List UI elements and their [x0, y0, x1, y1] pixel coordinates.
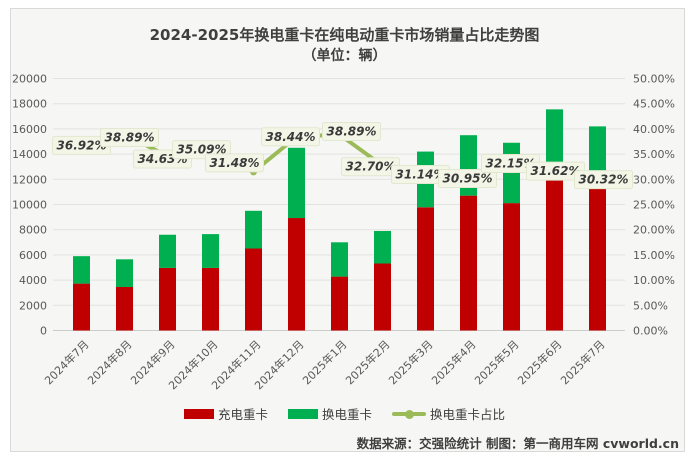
bar-charging-truck — [460, 195, 477, 331]
legend-label-swap-truck: 换电重卡 — [321, 407, 372, 422]
legend-label-swap-ratio: 换电重卡占比 — [430, 407, 506, 422]
bar-swap-truck — [245, 210, 262, 249]
x-axis-label: 2025年7月 — [557, 337, 607, 387]
bar-swap-truck — [331, 242, 348, 277]
y-axis-tick-label: 4000 — [19, 274, 47, 287]
bar-swap-truck — [374, 230, 391, 264]
y-axis-tick-label: 0 — [40, 325, 47, 338]
bar-swap-truck — [73, 256, 90, 284]
ratio-label-box — [574, 170, 633, 190]
y-axis-tick-label: 16000 — [12, 123, 47, 136]
y-axis-tick-label: 14000 — [12, 148, 47, 161]
pct-axis-tick-label: 5.00% — [633, 299, 668, 312]
pct-axis-tick-label: 15.00% — [633, 249, 675, 262]
ratio-label: 36.92% — [57, 138, 107, 152]
source-note: 数据来源：交强险统计 制图：第一商用车网 cvworld.cn — [356, 436, 679, 451]
pct-axis-tick-label: 50.00% — [633, 73, 675, 86]
chart-title: 2024-2025年换电重卡在纯电动重卡市场销量占比走势图 — [149, 26, 540, 44]
swap-ratio-marker-glyph — [405, 409, 414, 419]
bar-charging-truck — [374, 263, 391, 331]
pct-axis-tick-label: 40.00% — [633, 123, 675, 136]
bar-charging-truck — [73, 283, 90, 331]
ratio-label: 32.15% — [486, 156, 536, 170]
x-axis-label: 2024年8月 — [84, 337, 134, 387]
bar-swap-truck — [202, 234, 219, 268]
legend: 充电重卡 换电重卡 换电重卡占比 — [0, 404, 689, 423]
y-axis-tick-label: 2000 — [19, 299, 47, 312]
y-axis-tick-label: 6000 — [19, 249, 47, 262]
x-axis-label: 2025年3月 — [385, 337, 435, 387]
y-axis-tick-label: 10000 — [12, 199, 47, 212]
bar-charging-truck — [503, 203, 520, 331]
ratio-label-box — [322, 121, 381, 141]
chart-subtitle: （单位：辆） — [302, 48, 387, 64]
bar-charging-truck — [546, 179, 563, 331]
legend-item-swap-truck: 换电重卡 — [287, 404, 372, 423]
x-axis-label: 2025年4月 — [428, 337, 478, 387]
bar-swap-truck — [288, 147, 305, 219]
y-axis-tick-label: 8000 — [19, 224, 47, 237]
bar-charging-truck — [159, 267, 176, 331]
bar-charging-truck — [245, 248, 262, 331]
ratio-label: 31.62% — [531, 164, 581, 178]
legend-item-swap-ratio: 换电重卡占比 — [392, 404, 505, 423]
bar-charging-truck — [331, 276, 348, 331]
y-axis-tick-label: 18000 — [12, 98, 47, 111]
ratio-label: 31.48% — [210, 156, 260, 170]
ratio-label-box — [438, 169, 497, 189]
x-axis-label: 2025年1月 — [299, 337, 349, 387]
bar-charging-truck — [417, 207, 434, 331]
ratio-label-box — [205, 153, 264, 173]
ratio-label: 38.44% — [266, 130, 316, 144]
ratio-label-box — [261, 127, 320, 147]
pct-axis-tick-label: 35.00% — [633, 148, 675, 161]
swap-truck-swatch — [287, 408, 318, 419]
swap-ratio-line-swatch — [392, 408, 426, 420]
bar-charging-truck — [288, 218, 305, 331]
chart-titles: 2024-2025年换电重卡在纯电动重卡市场销量占比走势图 （单位：辆） — [0, 24, 689, 66]
x-axis-label: 2025年2月 — [342, 337, 392, 387]
ratio-label-box — [100, 127, 159, 147]
bar-charging-truck — [202, 267, 219, 331]
bar-charging-truck — [116, 286, 133, 331]
ratio-label: 38.89% — [327, 124, 377, 138]
pct-axis-tick-label: 10.00% — [633, 274, 675, 287]
pct-axis-tick-label: 25.00% — [633, 199, 675, 212]
ratio-label: 30.32% — [579, 173, 629, 187]
legend-label-charging-truck: 充电重卡 — [217, 407, 268, 422]
ratio-label: 32.70% — [346, 160, 396, 174]
y-axis-tick-label: 20000 — [12, 73, 47, 86]
bar-charging-truck — [589, 188, 606, 331]
charging-truck-swatch — [183, 408, 214, 419]
legend-item-charging-truck: 充电重卡 — [183, 404, 268, 423]
ratio-label: 35.09% — [177, 143, 227, 157]
bar-swap-truck — [159, 234, 176, 268]
ratio-label: 38.89% — [105, 130, 155, 144]
pct-axis-tick-label: 45.00% — [633, 98, 675, 111]
ratio-label: 30.95% — [443, 172, 493, 186]
ratio-label: 31.14% — [396, 168, 446, 182]
pct-axis-tick-label: 20.00% — [633, 224, 675, 237]
x-axis-label: 2025年6月 — [514, 337, 564, 387]
y-axis-tick-label: 12000 — [12, 173, 47, 186]
pct-axis-tick-label: 0.00% — [633, 325, 668, 338]
pct-axis-tick-label: 30.00% — [633, 173, 675, 186]
bar-swap-truck — [116, 259, 133, 287]
x-axis-label: 2025年5月 — [471, 337, 521, 387]
x-axis-label: 2024年7月 — [41, 337, 91, 387]
